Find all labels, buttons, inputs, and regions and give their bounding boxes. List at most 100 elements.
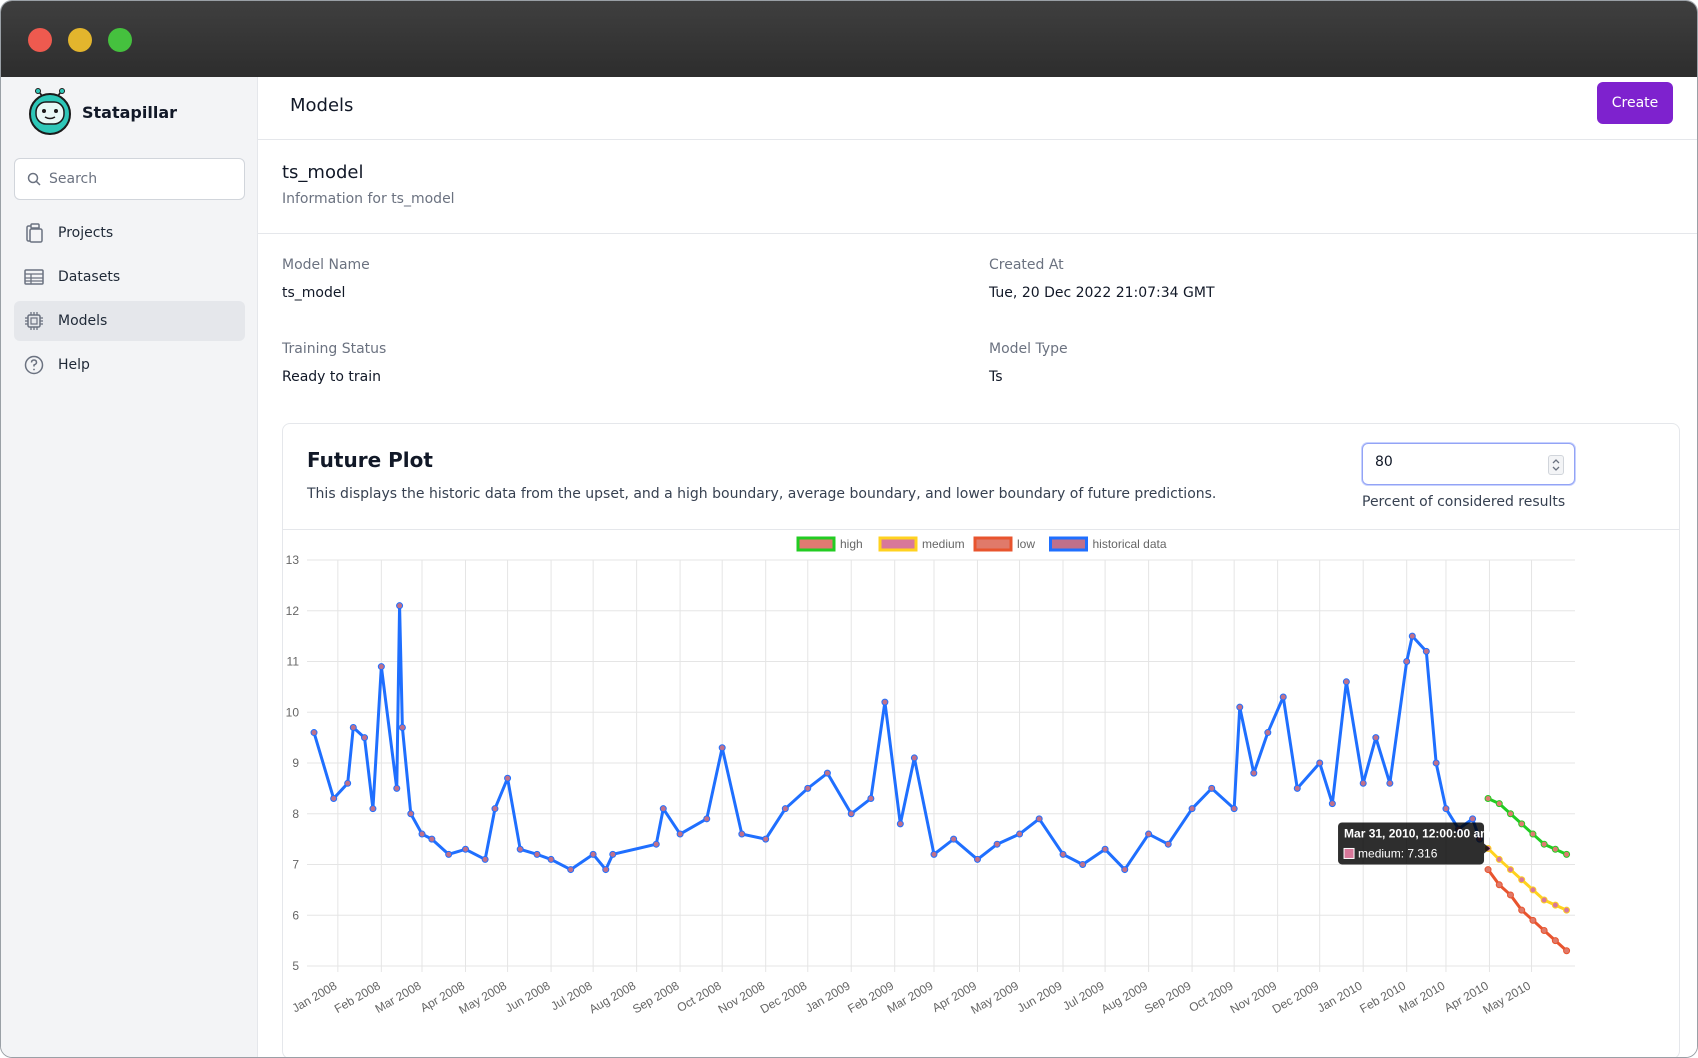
window-minimize-button[interactable]: [68, 28, 92, 52]
percent-input[interactable]: [1375, 454, 1535, 470]
data-point[interactable]: [547, 855, 555, 863]
data-point[interactable]: [609, 850, 617, 858]
data-point[interactable]: [1540, 896, 1548, 904]
data-point[interactable]: [1264, 729, 1272, 737]
sidebar-item-models[interactable]: Models: [14, 301, 245, 341]
data-point[interactable]: [1359, 779, 1367, 787]
window-maximize-button[interactable]: [108, 28, 132, 52]
data-point[interactable]: [418, 830, 426, 838]
data-point[interactable]: [361, 734, 369, 742]
data-point[interactable]: [1540, 840, 1548, 848]
data-point[interactable]: [1059, 850, 1067, 858]
data-point[interactable]: [369, 805, 377, 813]
data-point[interactable]: [1079, 861, 1087, 868]
data-point[interactable]: [652, 840, 660, 848]
data-point[interactable]: [1250, 769, 1258, 777]
data-point[interactable]: [1551, 845, 1559, 853]
data-point[interactable]: [804, 784, 812, 792]
create-button[interactable]: Create: [1597, 82, 1673, 124]
data-point[interactable]: [1529, 830, 1537, 838]
data-point[interactable]: [762, 835, 770, 843]
data-point[interactable]: [1188, 805, 1196, 813]
data-point[interactable]: [349, 723, 357, 731]
data-point[interactable]: [396, 602, 404, 610]
data-point[interactable]: [1518, 820, 1526, 828]
data-point[interactable]: [1506, 866, 1514, 874]
data-point[interactable]: [1016, 830, 1024, 838]
data-point[interactable]: [1529, 886, 1537, 894]
sidebar-item-datasets[interactable]: Datasets: [14, 257, 245, 297]
data-point[interactable]: [1121, 866, 1129, 874]
data-point[interactable]: [993, 840, 1001, 848]
data-point[interactable]: [1484, 795, 1492, 803]
data-point[interactable]: [1145, 830, 1153, 838]
data-point[interactable]: [718, 744, 726, 752]
data-point[interactable]: [1540, 926, 1548, 934]
data-point[interactable]: [1551, 901, 1559, 909]
data-point[interactable]: [1506, 891, 1514, 899]
data-point[interactable]: [1230, 805, 1238, 813]
data-point[interactable]: [676, 830, 684, 838]
data-point[interactable]: [738, 830, 746, 838]
data-point[interactable]: [407, 810, 415, 818]
data-point[interactable]: [344, 779, 352, 787]
data-point[interactable]: [703, 815, 711, 823]
sidebar-item-help[interactable]: Help: [14, 345, 245, 385]
search-box[interactable]: [14, 158, 245, 200]
percent-stepper[interactable]: [1548, 455, 1564, 475]
data-point[interactable]: [1408, 632, 1416, 640]
data-point[interactable]: [1442, 805, 1450, 813]
data-point[interactable]: [310, 729, 318, 737]
data-point[interactable]: [1518, 876, 1526, 884]
data-point[interactable]: [1529, 916, 1537, 924]
data-point[interactable]: [823, 769, 831, 777]
data-point[interactable]: [1164, 840, 1172, 848]
data-point[interactable]: [504, 774, 512, 782]
data-point[interactable]: [867, 795, 875, 803]
data-point[interactable]: [393, 784, 401, 792]
data-point[interactable]: [1495, 881, 1503, 889]
data-point[interactable]: [462, 845, 469, 853]
data-point[interactable]: [602, 866, 610, 874]
data-point[interactable]: [1279, 693, 1287, 701]
data-point[interactable]: [659, 805, 667, 813]
data-point[interactable]: [1422, 647, 1430, 655]
data-point[interactable]: [896, 820, 904, 828]
data-point[interactable]: [481, 855, 489, 863]
data-point[interactable]: [1551, 937, 1559, 945]
data-point[interactable]: [930, 850, 938, 858]
data-point[interactable]: [910, 754, 918, 762]
data-point[interactable]: [847, 810, 855, 818]
data-point[interactable]: [589, 850, 597, 858]
legend-item[interactable]: historical data: [1049, 536, 1167, 552]
data-point[interactable]: [398, 723, 406, 731]
data-point[interactable]: [1506, 810, 1514, 818]
data-point[interactable]: [1372, 734, 1380, 742]
data-point[interactable]: [1101, 845, 1109, 853]
data-point[interactable]: [445, 850, 453, 858]
data-point[interactable]: [1563, 850, 1571, 858]
data-point[interactable]: [1403, 658, 1411, 665]
search-input[interactable]: [49, 171, 229, 187]
data-point[interactable]: [1563, 947, 1571, 955]
data-point[interactable]: [1518, 906, 1526, 914]
data-point[interactable]: [330, 795, 338, 803]
data-point[interactable]: [428, 835, 436, 843]
data-point[interactable]: [1495, 855, 1503, 863]
data-point[interactable]: [1236, 703, 1244, 711]
data-point[interactable]: [1484, 866, 1492, 874]
data-point[interactable]: [1342, 678, 1350, 686]
data-point[interactable]: [516, 845, 524, 853]
data-point[interactable]: [1328, 800, 1336, 808]
data-point[interactable]: [491, 805, 499, 813]
data-point[interactable]: [377, 663, 385, 671]
data-point[interactable]: [1035, 815, 1043, 823]
legend-item[interactable]: low: [973, 536, 1035, 552]
data-point[interactable]: [973, 855, 981, 863]
data-point[interactable]: [1293, 784, 1301, 792]
data-point[interactable]: [1316, 759, 1324, 767]
data-point[interactable]: [533, 850, 541, 858]
legend-item[interactable]: high: [796, 536, 863, 552]
data-point[interactable]: [1386, 779, 1394, 787]
data-point[interactable]: [567, 866, 575, 874]
